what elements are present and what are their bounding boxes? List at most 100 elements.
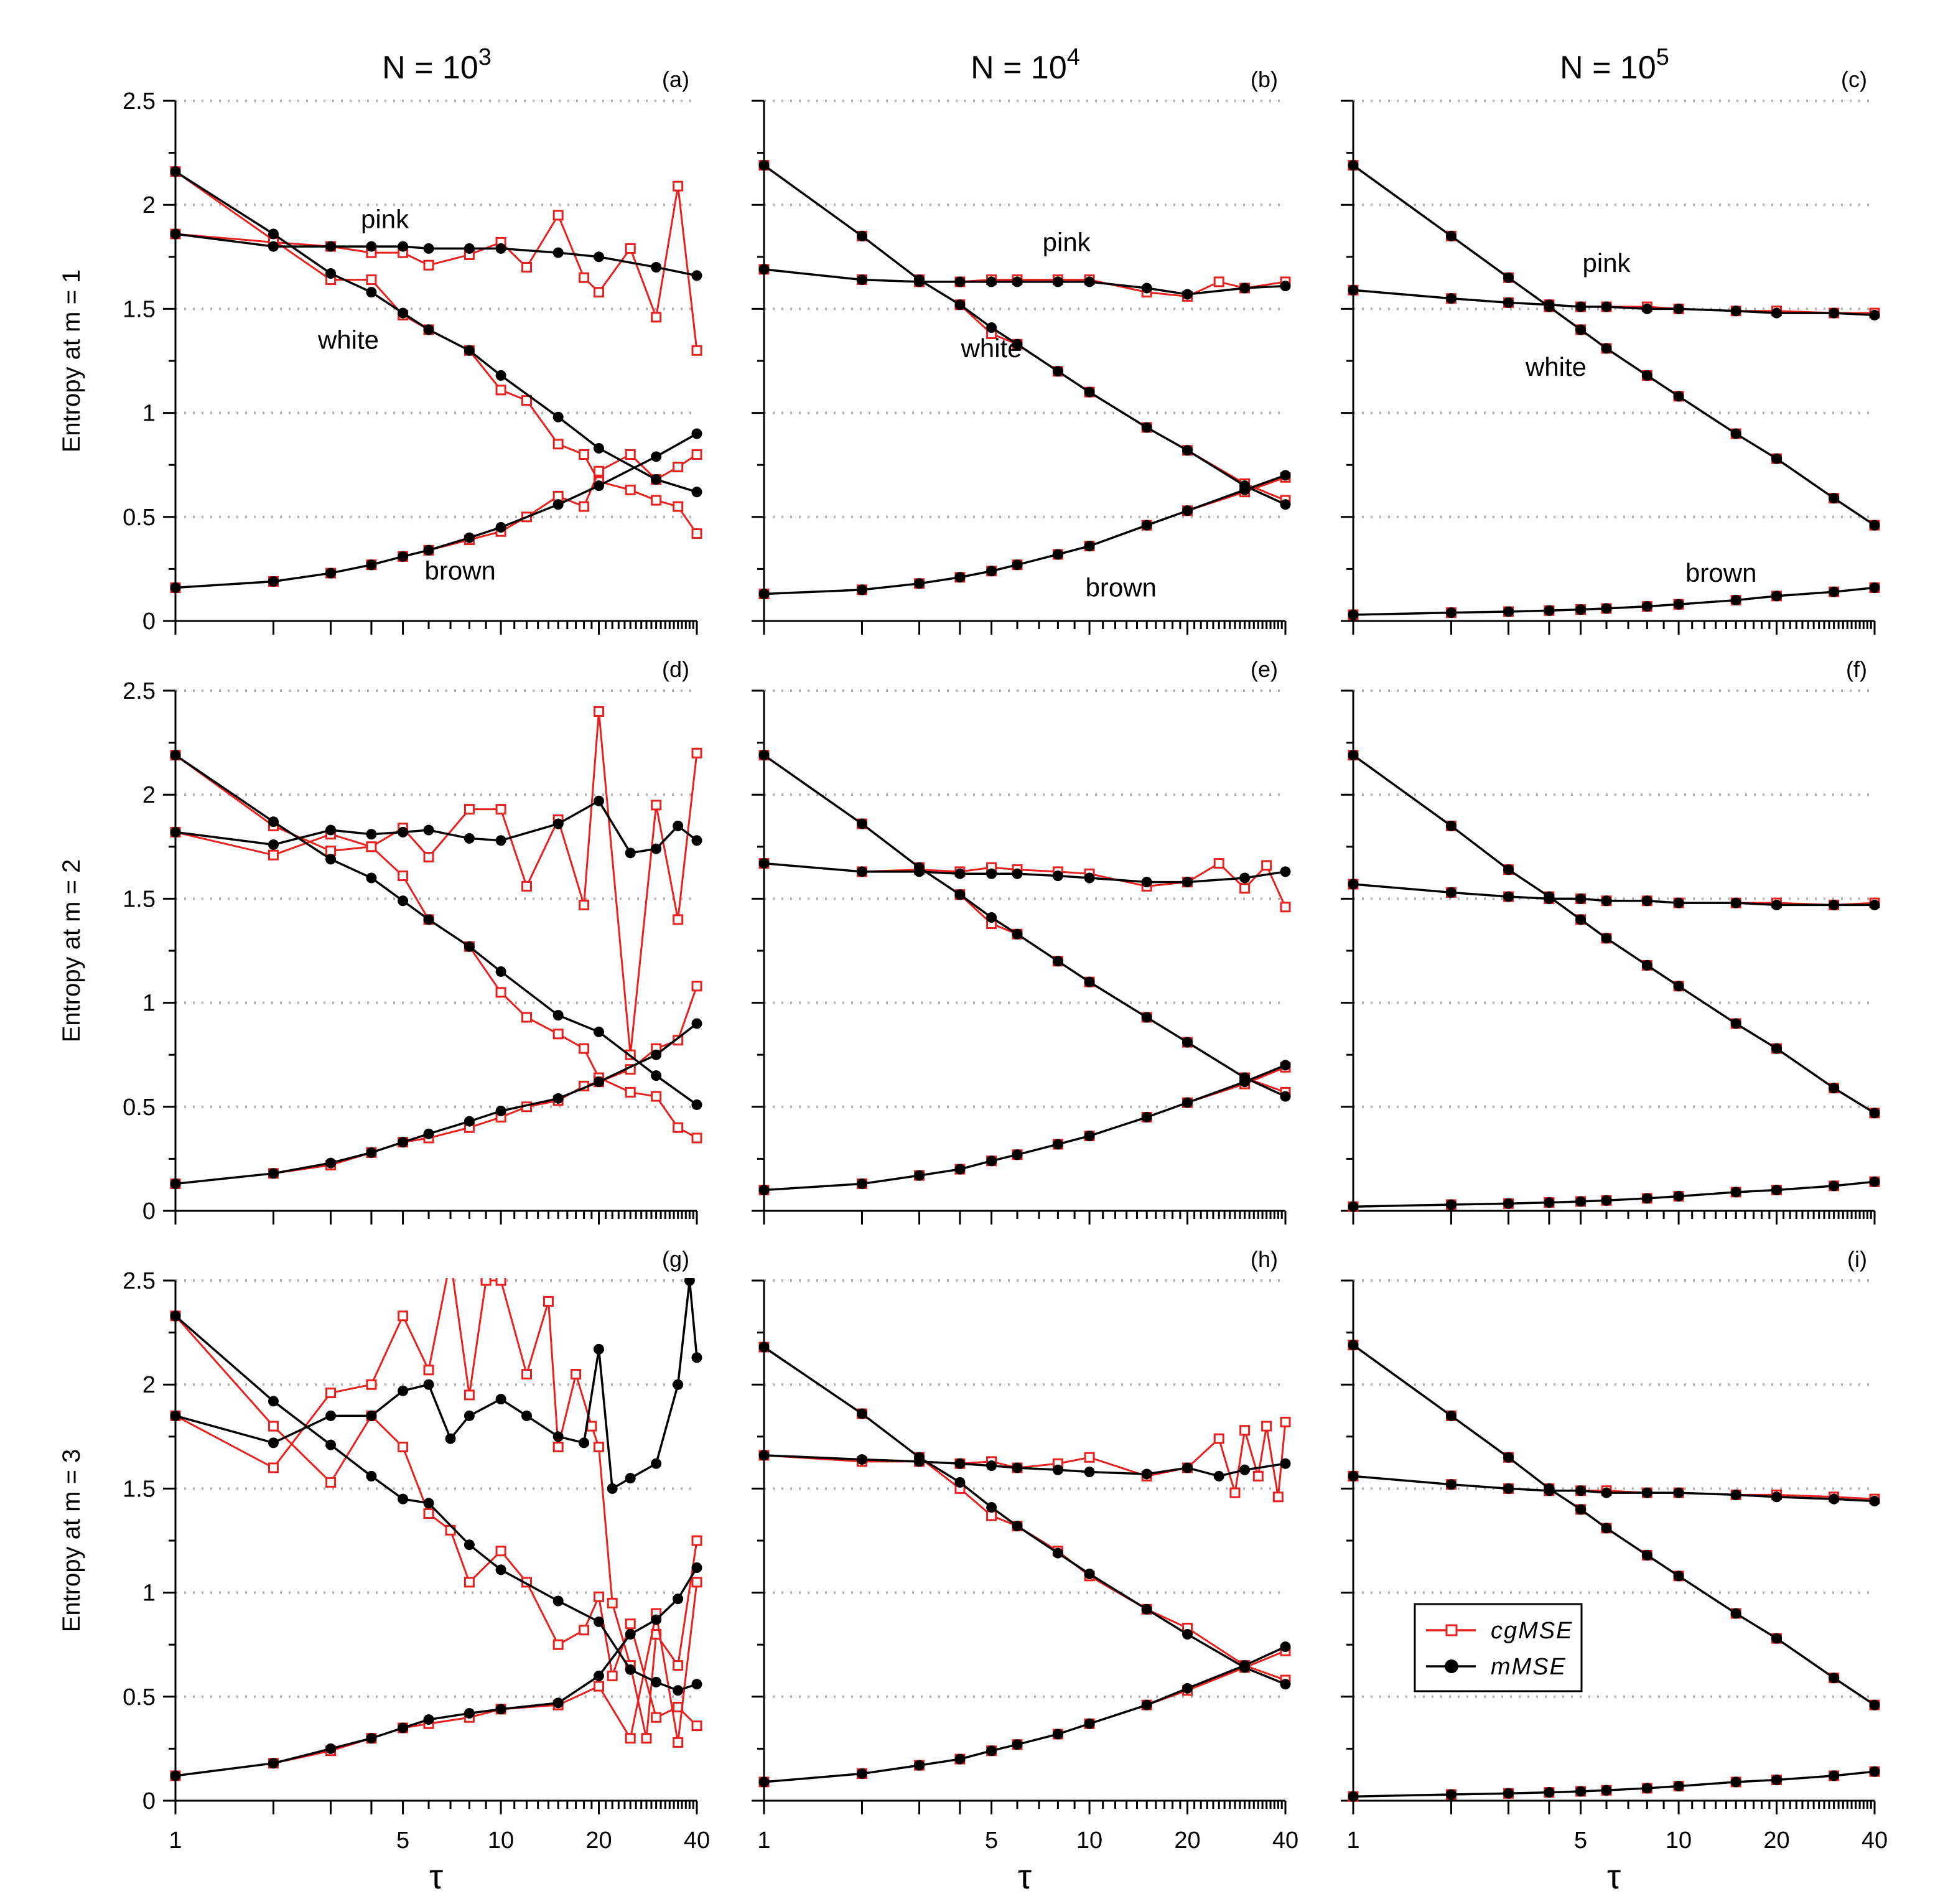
- cgmse-point: [495, 1546, 506, 1557]
- mmse-point: [1239, 1464, 1251, 1475]
- cgmse-point: [625, 449, 636, 460]
- mmse-point: [1673, 1191, 1684, 1202]
- column-title: N = 104: [971, 44, 1080, 86]
- legend-circle-marker: [1445, 1659, 1458, 1673]
- mmse-point: [552, 818, 564, 829]
- panel-series: [1348, 750, 1880, 1212]
- mmse-point: [1052, 870, 1063, 882]
- cgmse-point: [586, 1421, 597, 1432]
- panel-series: [170, 1278, 702, 1781]
- mmse-point: [1601, 933, 1612, 944]
- mmse-point: [552, 411, 564, 422]
- mmse-point: [954, 1164, 966, 1175]
- mmse-point: [954, 299, 966, 310]
- mmse-point: [170, 750, 181, 761]
- cgmse-point: [673, 1122, 684, 1133]
- mmse-point: [552, 499, 564, 510]
- legend-entry-mMSE: mMSE: [1426, 1654, 1565, 1680]
- mmse-point: [1829, 493, 1840, 504]
- mmse-point: [1730, 306, 1741, 317]
- mmse-point: [954, 868, 966, 879]
- mmse-point: [1771, 899, 1783, 910]
- column-title-base: N = 10: [971, 50, 1067, 86]
- cgmse-point: [495, 804, 506, 815]
- cgmse-point: [673, 914, 684, 925]
- mmse-point: [1544, 1787, 1555, 1798]
- cgmse-point: [651, 312, 662, 323]
- x-tick-label: 10: [488, 1827, 514, 1854]
- mmse-point: [268, 1168, 279, 1179]
- mmse-point: [1503, 1483, 1514, 1494]
- mmse-point: [464, 1116, 475, 1127]
- mmse-point: [1544, 893, 1555, 904]
- legend-box: [1414, 1603, 1583, 1692]
- series-label-white: white: [317, 325, 379, 355]
- panel-c: (c) pink white brown: [1341, 67, 1880, 635]
- y-tick-label: 0: [142, 1788, 156, 1814]
- mmse-point: [625, 1628, 636, 1640]
- x-tick-label: 1: [1346, 1827, 1359, 1854]
- mmse-point: [1141, 1468, 1152, 1480]
- mmse-point: [1141, 422, 1152, 433]
- panel-b: (b) pink white brown: [752, 67, 1291, 635]
- legend-label: cgMSE: [1491, 1618, 1573, 1644]
- mmse-line-white: [1352, 1344, 1875, 1706]
- mmse-point: [1673, 599, 1684, 610]
- mmse-point: [1641, 1783, 1652, 1794]
- mmse-point: [1503, 891, 1514, 902]
- mmse-point: [954, 276, 966, 287]
- mmse-point: [366, 1410, 377, 1421]
- cgmse-line-brown: [763, 476, 1286, 595]
- mmse-point: [673, 820, 684, 831]
- mmse-point: [1141, 520, 1152, 531]
- mmse-point: [1239, 1660, 1251, 1671]
- mmse-point: [495, 1394, 506, 1405]
- mmse-point: [268, 241, 279, 252]
- mmse-point: [1052, 366, 1063, 377]
- mmse-point: [552, 1010, 564, 1021]
- cgmse-point: [495, 385, 506, 396]
- mmse-point: [651, 474, 662, 485]
- cgmse-point: [521, 880, 532, 892]
- mmse-point: [423, 914, 434, 925]
- cgmse-point: [1239, 1425, 1251, 1436]
- mmse-point: [758, 858, 770, 869]
- cgmse-point: [651, 800, 662, 811]
- mmse-point: [1673, 303, 1684, 314]
- mmse-point: [1869, 1495, 1880, 1506]
- cgmse-point: [579, 899, 590, 910]
- mmse-point: [856, 1768, 867, 1780]
- cgmse-point: [594, 465, 605, 477]
- y-tick-label: 2.5: [123, 88, 156, 114]
- mmse-point: [1771, 1491, 1783, 1503]
- mmse-point: [758, 1185, 770, 1196]
- cgmse-point: [1252, 1470, 1264, 1482]
- column-title: N = 105: [1560, 44, 1669, 86]
- cgmse-line-pink: [1353, 1475, 1875, 1500]
- mmse-point: [1673, 897, 1684, 908]
- mmse-point: [1601, 1487, 1612, 1498]
- mmse-line-pink: [763, 862, 1286, 884]
- mmse-point: [594, 1076, 605, 1088]
- cgmse-point: [543, 1295, 554, 1307]
- mmse-point: [325, 1439, 337, 1450]
- mmse-point: [1771, 1185, 1783, 1196]
- panel-letter: (d): [662, 656, 689, 682]
- y-tick-label: 0.5: [123, 505, 156, 531]
- panel-i: 1 5 10 20 40 (i): [1341, 1246, 1888, 1854]
- mmse-line-white: [175, 170, 697, 493]
- mmse-point: [398, 551, 409, 562]
- mmse-point: [914, 1760, 925, 1771]
- panel-series: [758, 160, 1291, 600]
- cgmse-point: [594, 706, 605, 717]
- y-tick-label: 1.5: [123, 296, 156, 322]
- mmse-point: [758, 1450, 770, 1461]
- cgmse-point: [607, 1597, 618, 1608]
- mmse-point: [398, 307, 409, 319]
- mmse-point: [268, 576, 279, 587]
- y-tick-label: 0: [142, 609, 156, 635]
- mmse-point: [366, 241, 377, 252]
- x-axis-label: τ: [1607, 1857, 1621, 1896]
- mmse-point: [1601, 301, 1612, 312]
